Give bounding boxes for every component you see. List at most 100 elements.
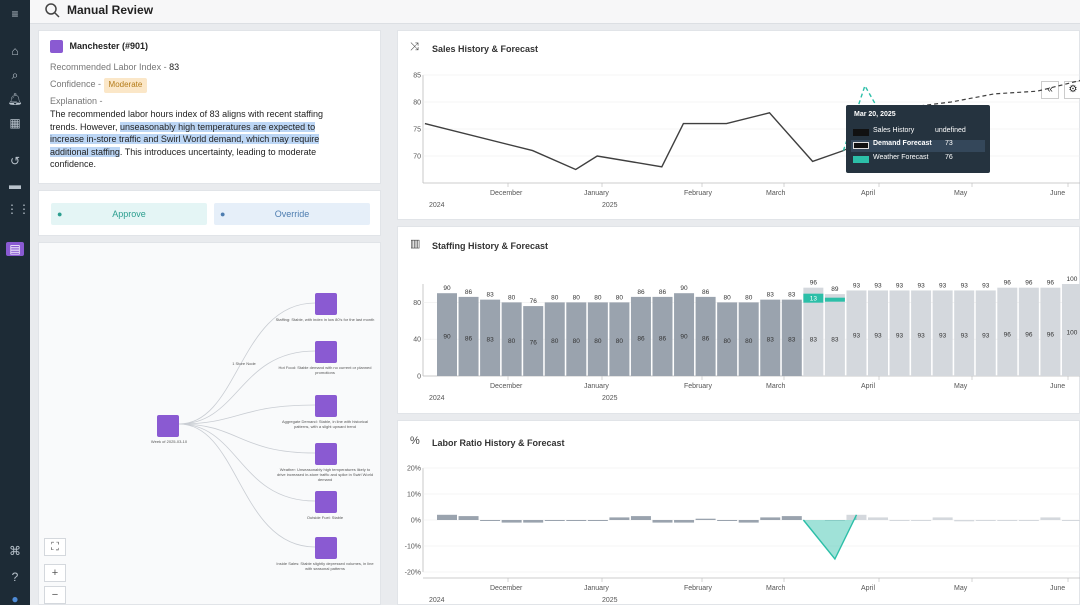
staffing-bar-label: 86: [659, 289, 667, 296]
labor-bar: [544, 520, 565, 521]
labor-chart-title: Labor Ratio History & Forecast: [432, 438, 565, 448]
sales-x-sublabel: 2024: [429, 202, 445, 209]
labor-bar: [911, 520, 932, 521]
staffing-bar-inner-label: 86: [465, 335, 473, 342]
tooltip-row-weather: Weather Forecast 76: [851, 154, 985, 166]
tree-leaf-weather[interactable]: [315, 443, 337, 465]
labor-bar: [587, 520, 608, 521]
labor-bar: [1018, 520, 1039, 521]
staffing-chart: 0 40 80 December January February March April Ma…: [413, 276, 1080, 402]
staffing-bar-label: 93: [939, 282, 947, 289]
tree-leaf-inside-sales-label: Inside Sales: Stable slightly depressed …: [276, 561, 374, 571]
sales-y-label: 80: [413, 100, 421, 107]
staffing-bar-label: 83: [767, 292, 775, 299]
store-header: Manchester (#901): [50, 40, 148, 54]
labor-y-label: -20%: [405, 570, 421, 577]
staffing-bar-label: 83: [486, 292, 494, 299]
staffing-bar-inner-label: 80: [573, 338, 581, 345]
staffing-bar: [523, 306, 544, 376]
staffing-bar: [932, 290, 953, 376]
tree-root-node[interactable]: [157, 415, 179, 437]
sales-series-demand-forecast: [843, 79, 1080, 152]
staffing-bar-inner-label: 86: [702, 335, 710, 342]
menu-icon[interactable]: ≡: [11, 7, 19, 21]
labor-bar: [997, 520, 1018, 521]
tree-leaf-aggregate-demand[interactable]: [315, 395, 337, 417]
home-icon[interactable]: ⌂: [11, 44, 19, 58]
staffing-x-sublabel: 2025: [602, 395, 618, 402]
staffing-bar-inner-label: 76: [530, 340, 538, 347]
staffing-x-label: June: [1050, 383, 1065, 390]
tree-leaf-hot-food-label: Hot Food: Stable demand with no current …: [278, 365, 372, 375]
settings-icon[interactable]: ⚙: [1064, 81, 1080, 99]
user-icon[interactable]: ●: [11, 592, 19, 605]
staffing-bar-inner-label: 93: [896, 332, 904, 339]
staffing-bar: [975, 290, 996, 376]
tooltip-row-history: Sales History undefined: [851, 127, 985, 139]
staffing-bar: [781, 299, 802, 376]
staffing-y-label: 40: [413, 337, 421, 344]
review-search-icon: [45, 3, 60, 18]
tree-leaf-staffing[interactable]: [315, 293, 337, 315]
tooltip-history-value: undefined: [935, 127, 966, 134]
tree-leaf-staffing-label: Staffing: Stable, with index in low 80's…: [275, 317, 375, 322]
org-icon[interactable]: ⌘: [9, 544, 21, 558]
apps-icon[interactable]: ▦: [9, 116, 21, 130]
labor-bar: [954, 520, 975, 522]
staffing-bar-inner-label: 83: [767, 337, 775, 344]
search-icon[interactable]: ⌕: [11, 68, 19, 82]
staffing-bar: [954, 290, 975, 376]
labor-bar: [846, 514, 867, 520]
recommendation-panel: Manchester (#901) Recommended Labor Inde…: [38, 30, 381, 184]
labor-bar: [824, 520, 845, 521]
labor-y-label: 10%: [407, 492, 421, 499]
labor-bar: [630, 516, 651, 520]
staffing-bar-inner-label: 100: [1067, 330, 1078, 337]
bell-icon[interactable]: 🔔︎: [7, 92, 23, 106]
confidence-label: Confidence -: [50, 79, 104, 89]
left-nav: ≡ ⌂ ⌕ 🔔︎ ▦ ↺ ▬ ⋮⋮ ▤ ⌘ ? ●: [0, 0, 30, 605]
approve-button[interactable]: ● Approve: [51, 203, 207, 225]
sales-x-label: February: [684, 190, 713, 197]
labor-bar: [1040, 517, 1061, 520]
tooltip-date: Mar 20, 2025: [854, 111, 896, 118]
tree-leaf-hot-food[interactable]: [315, 341, 337, 363]
staffing-bar-inner-label: 96: [1025, 331, 1033, 338]
confidence-row: Confidence - Moderate: [50, 78, 148, 93]
override-button[interactable]: ● Override: [214, 203, 370, 225]
folder-icon[interactable]: ▬: [9, 178, 21, 192]
zoom-out-icon[interactable]: −: [44, 586, 66, 604]
staffing-bar-inner-label: 86: [659, 335, 667, 342]
tree-edge-label: 1 Store Node: [232, 361, 256, 366]
staffing-bar: [803, 287, 824, 376]
labor-y-label: 0%: [411, 518, 421, 525]
percent-icon: %: [410, 435, 420, 447]
staffing-x-label: April: [861, 383, 875, 390]
sales-tooltip: Mar 20, 2025 Sales History undefined Dem…: [846, 105, 990, 173]
tree-leaf-outside-fuel[interactable]: [315, 491, 337, 513]
grid-icon[interactable]: ⋮⋮: [6, 202, 30, 216]
labor-x-sublabel: 2024: [429, 597, 445, 604]
actions-panel: ● Approve ● Override: [38, 190, 381, 236]
staffing-bar-label: 80: [616, 294, 624, 301]
zoom-in-icon[interactable]: +: [44, 564, 66, 582]
staffing-bar-inner-label: 93: [853, 332, 861, 339]
explanation-text: The recommended labor hours index of 83 …: [50, 108, 350, 171]
labor-bar: [566, 520, 587, 521]
tree-leaf-inside-sales[interactable]: [315, 537, 337, 559]
labor-bar: [717, 520, 738, 521]
labor-bar: [975, 520, 996, 521]
help-icon[interactable]: ?: [11, 570, 19, 584]
review-app-icon[interactable]: ▤: [6, 242, 24, 256]
staffing-bar: [738, 302, 759, 376]
labor-teal-area: [803, 514, 857, 559]
sales-chart-title: Sales History & Forecast: [432, 44, 539, 54]
history-icon[interactable]: ↺: [9, 154, 21, 168]
approve-label: Approve: [112, 209, 146, 219]
labor-bar: [932, 517, 953, 520]
staffing-bar-label: 86: [702, 289, 710, 296]
staffing-bar-label: 89: [831, 286, 839, 293]
fit-view-icon[interactable]: ⛶: [44, 538, 66, 556]
labor-bar: [437, 514, 457, 520]
labor-value: 83: [169, 62, 180, 72]
